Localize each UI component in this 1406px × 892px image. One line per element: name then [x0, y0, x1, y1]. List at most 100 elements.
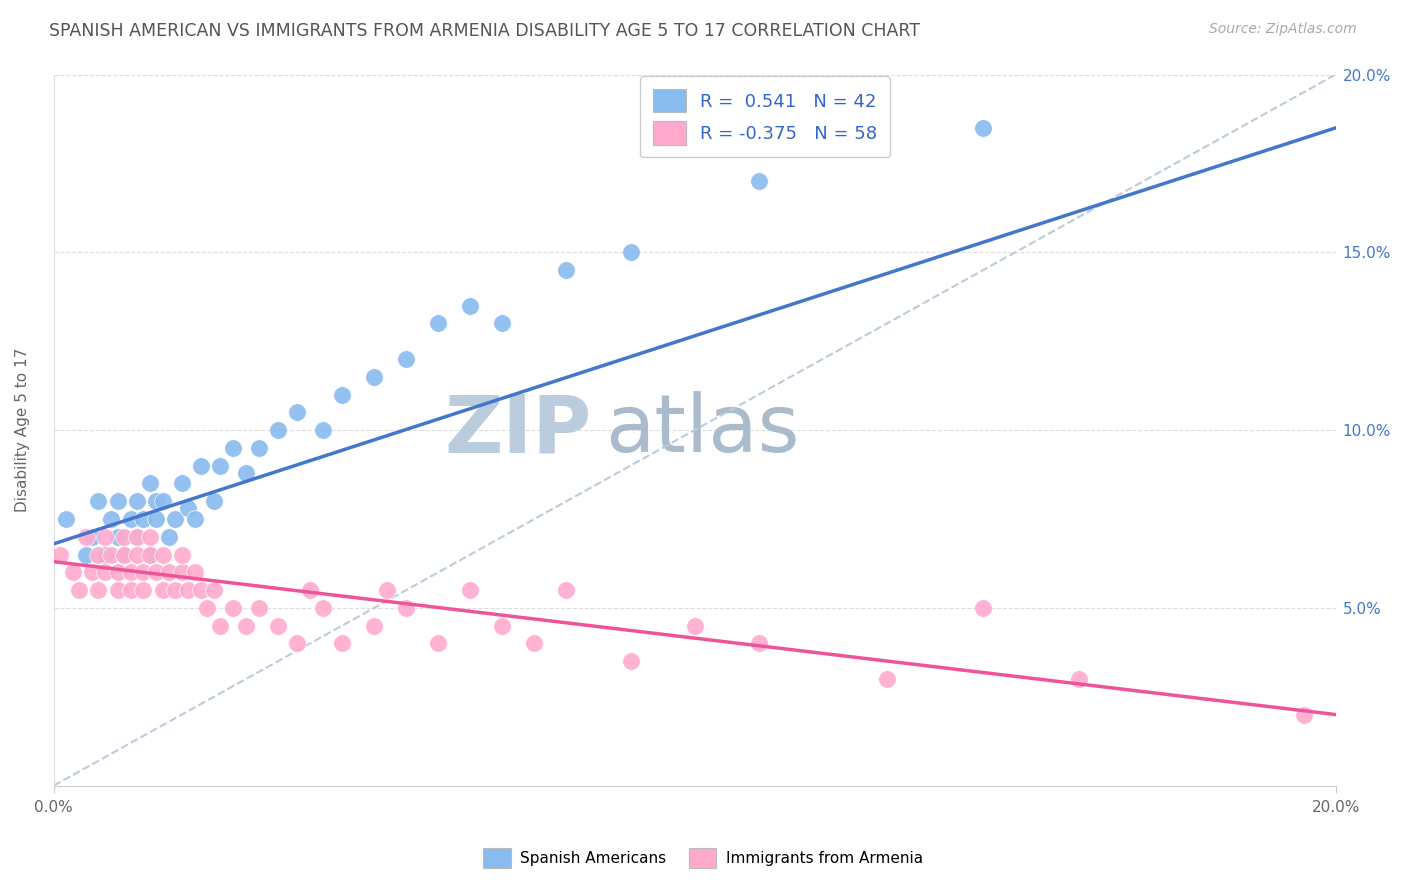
Point — [112, 548, 135, 562]
Point — [145, 494, 167, 508]
Point — [876, 672, 898, 686]
Text: SPANISH AMERICAN VS IMMIGRANTS FROM ARMENIA DISABILITY AGE 5 TO 17 CORRELATION C: SPANISH AMERICAN VS IMMIGRANTS FROM ARME… — [49, 22, 920, 40]
Point — [94, 530, 117, 544]
Point — [299, 583, 322, 598]
Point — [1292, 707, 1315, 722]
Point — [87, 583, 110, 598]
Point — [145, 512, 167, 526]
Point — [363, 369, 385, 384]
Point — [139, 476, 162, 491]
Legend: R =  0.541   N = 42, R = -0.375   N = 58: R = 0.541 N = 42, R = -0.375 N = 58 — [641, 77, 890, 157]
Point — [152, 494, 174, 508]
Point — [87, 494, 110, 508]
Point — [139, 548, 162, 562]
Point — [555, 583, 578, 598]
Text: Source: ZipAtlas.com: Source: ZipAtlas.com — [1209, 22, 1357, 37]
Point — [222, 600, 245, 615]
Point — [247, 600, 270, 615]
Point — [395, 600, 418, 615]
Point — [222, 441, 245, 455]
Point — [267, 618, 290, 632]
Point — [94, 566, 117, 580]
Point — [120, 583, 142, 598]
Point — [112, 548, 135, 562]
Point — [247, 441, 270, 455]
Point — [190, 583, 212, 598]
Point — [330, 636, 353, 650]
Legend: Spanish Americans, Immigrants from Armenia: Spanish Americans, Immigrants from Armen… — [477, 842, 929, 873]
Point — [523, 636, 546, 650]
Point — [177, 583, 200, 598]
Point — [312, 423, 335, 437]
Point — [139, 548, 162, 562]
Point — [100, 512, 122, 526]
Point — [748, 174, 770, 188]
Point — [619, 245, 641, 260]
Point — [139, 530, 162, 544]
Point — [330, 387, 353, 401]
Point — [165, 583, 187, 598]
Point — [120, 512, 142, 526]
Point — [62, 566, 84, 580]
Point — [125, 530, 148, 544]
Point — [170, 476, 193, 491]
Point — [80, 566, 103, 580]
Y-axis label: Disability Age 5 to 17: Disability Age 5 to 17 — [15, 348, 30, 512]
Point — [125, 548, 148, 562]
Point — [132, 566, 155, 580]
Point — [458, 299, 481, 313]
Point — [100, 548, 122, 562]
Point — [235, 618, 257, 632]
Point — [209, 618, 232, 632]
Point — [748, 636, 770, 650]
Point — [202, 494, 225, 508]
Point — [202, 583, 225, 598]
Point — [157, 530, 180, 544]
Point — [132, 583, 155, 598]
Point — [197, 600, 219, 615]
Point — [170, 566, 193, 580]
Point — [683, 618, 706, 632]
Text: atlas: atlas — [605, 391, 799, 469]
Point — [145, 566, 167, 580]
Point — [75, 530, 97, 544]
Point — [75, 548, 97, 562]
Point — [107, 566, 129, 580]
Point — [152, 548, 174, 562]
Point — [190, 458, 212, 473]
Point — [49, 548, 72, 562]
Point — [183, 512, 205, 526]
Point — [177, 501, 200, 516]
Point — [491, 618, 513, 632]
Point — [165, 512, 187, 526]
Point — [619, 654, 641, 668]
Point — [458, 583, 481, 598]
Point — [555, 263, 578, 277]
Point — [170, 548, 193, 562]
Point — [427, 317, 450, 331]
Point — [132, 512, 155, 526]
Point — [375, 583, 398, 598]
Point — [125, 530, 148, 544]
Text: ZIP: ZIP — [444, 391, 592, 469]
Point — [1069, 672, 1091, 686]
Point — [972, 600, 994, 615]
Point — [312, 600, 335, 615]
Point — [267, 423, 290, 437]
Point — [87, 548, 110, 562]
Point — [285, 405, 308, 419]
Point — [80, 530, 103, 544]
Point — [125, 494, 148, 508]
Point — [107, 583, 129, 598]
Point — [285, 636, 308, 650]
Point — [491, 317, 513, 331]
Point — [157, 566, 180, 580]
Point — [107, 494, 129, 508]
Point — [112, 530, 135, 544]
Point — [235, 466, 257, 480]
Point — [427, 636, 450, 650]
Point — [94, 548, 117, 562]
Point — [183, 566, 205, 580]
Point — [395, 351, 418, 366]
Point — [120, 566, 142, 580]
